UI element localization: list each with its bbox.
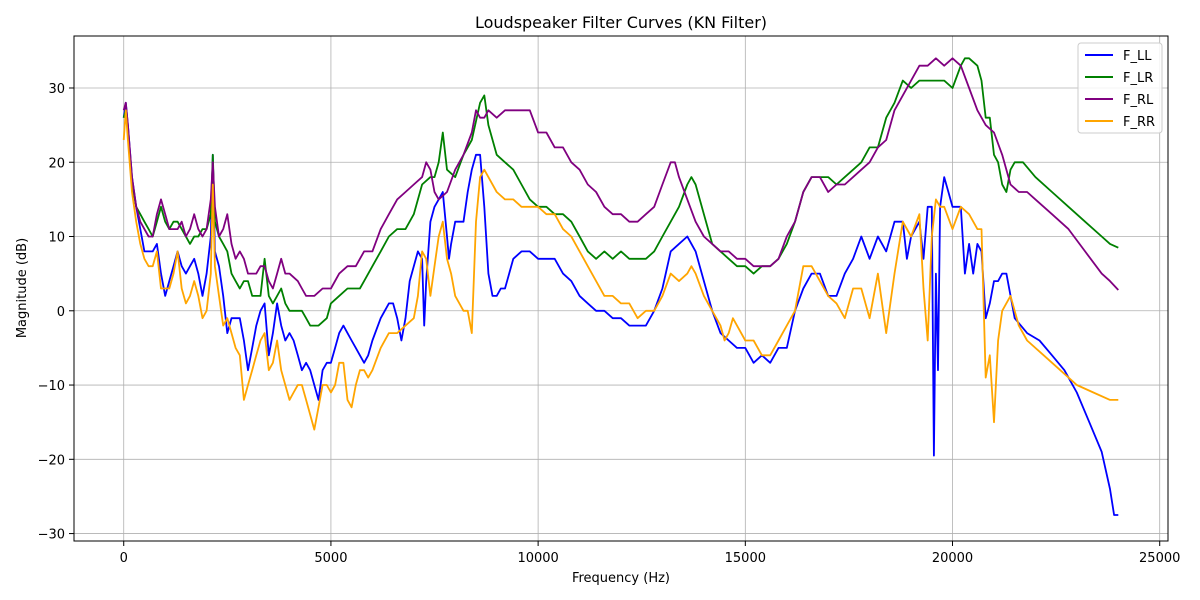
y-axis-label: Magnitude (dB): [15, 238, 30, 338]
y-tick-label: −20: [38, 453, 65, 468]
legend-box: [1077, 42, 1163, 134]
y-tick-label: 30: [48, 82, 65, 97]
chart-title: Loudspeaker Filter Curves (KN Filter): [475, 13, 767, 32]
y-tick-label: 20: [48, 156, 65, 171]
series-line-f-lr: [122, 57, 1119, 327]
x-tick-label: 15000: [725, 551, 766, 566]
x-tick-label: 0: [120, 551, 128, 566]
series-line-f-rr: [122, 109, 1119, 431]
legend-entry-label: F_RR: [1123, 115, 1155, 130]
x-tick-label: 20000: [932, 551, 973, 566]
series-line-f-ll: [122, 101, 1119, 516]
series-line-f-rl: [122, 57, 1119, 297]
legend-entry-label: F_LL: [1123, 49, 1152, 64]
axes-frame: [73, 35, 1169, 542]
y-tick-label: 0: [57, 305, 65, 320]
legend-entry-label: F_LR: [1123, 71, 1153, 86]
y-tick-label: −30: [38, 528, 65, 543]
x-axis-label: Frequency (Hz): [572, 571, 670, 586]
legend-entry-label: F_RL: [1123, 93, 1154, 108]
x-tick-label: 5000: [314, 551, 347, 566]
y-tick-label: 10: [48, 231, 65, 246]
x-axis-ticks: 0 5000 10000 15000 20000 25000: [120, 541, 1180, 566]
x-tick-label: 25000: [1139, 551, 1180, 566]
y-axis-ticks: −30 −20 −10 0 10 20 30: [38, 82, 74, 543]
legend: F_LL F_LR F_RL F_RR: [1077, 42, 1163, 134]
y-tick-label: −10: [38, 379, 65, 394]
plot-lines: [122, 57, 1119, 516]
x-tick-label: 10000: [517, 551, 558, 566]
